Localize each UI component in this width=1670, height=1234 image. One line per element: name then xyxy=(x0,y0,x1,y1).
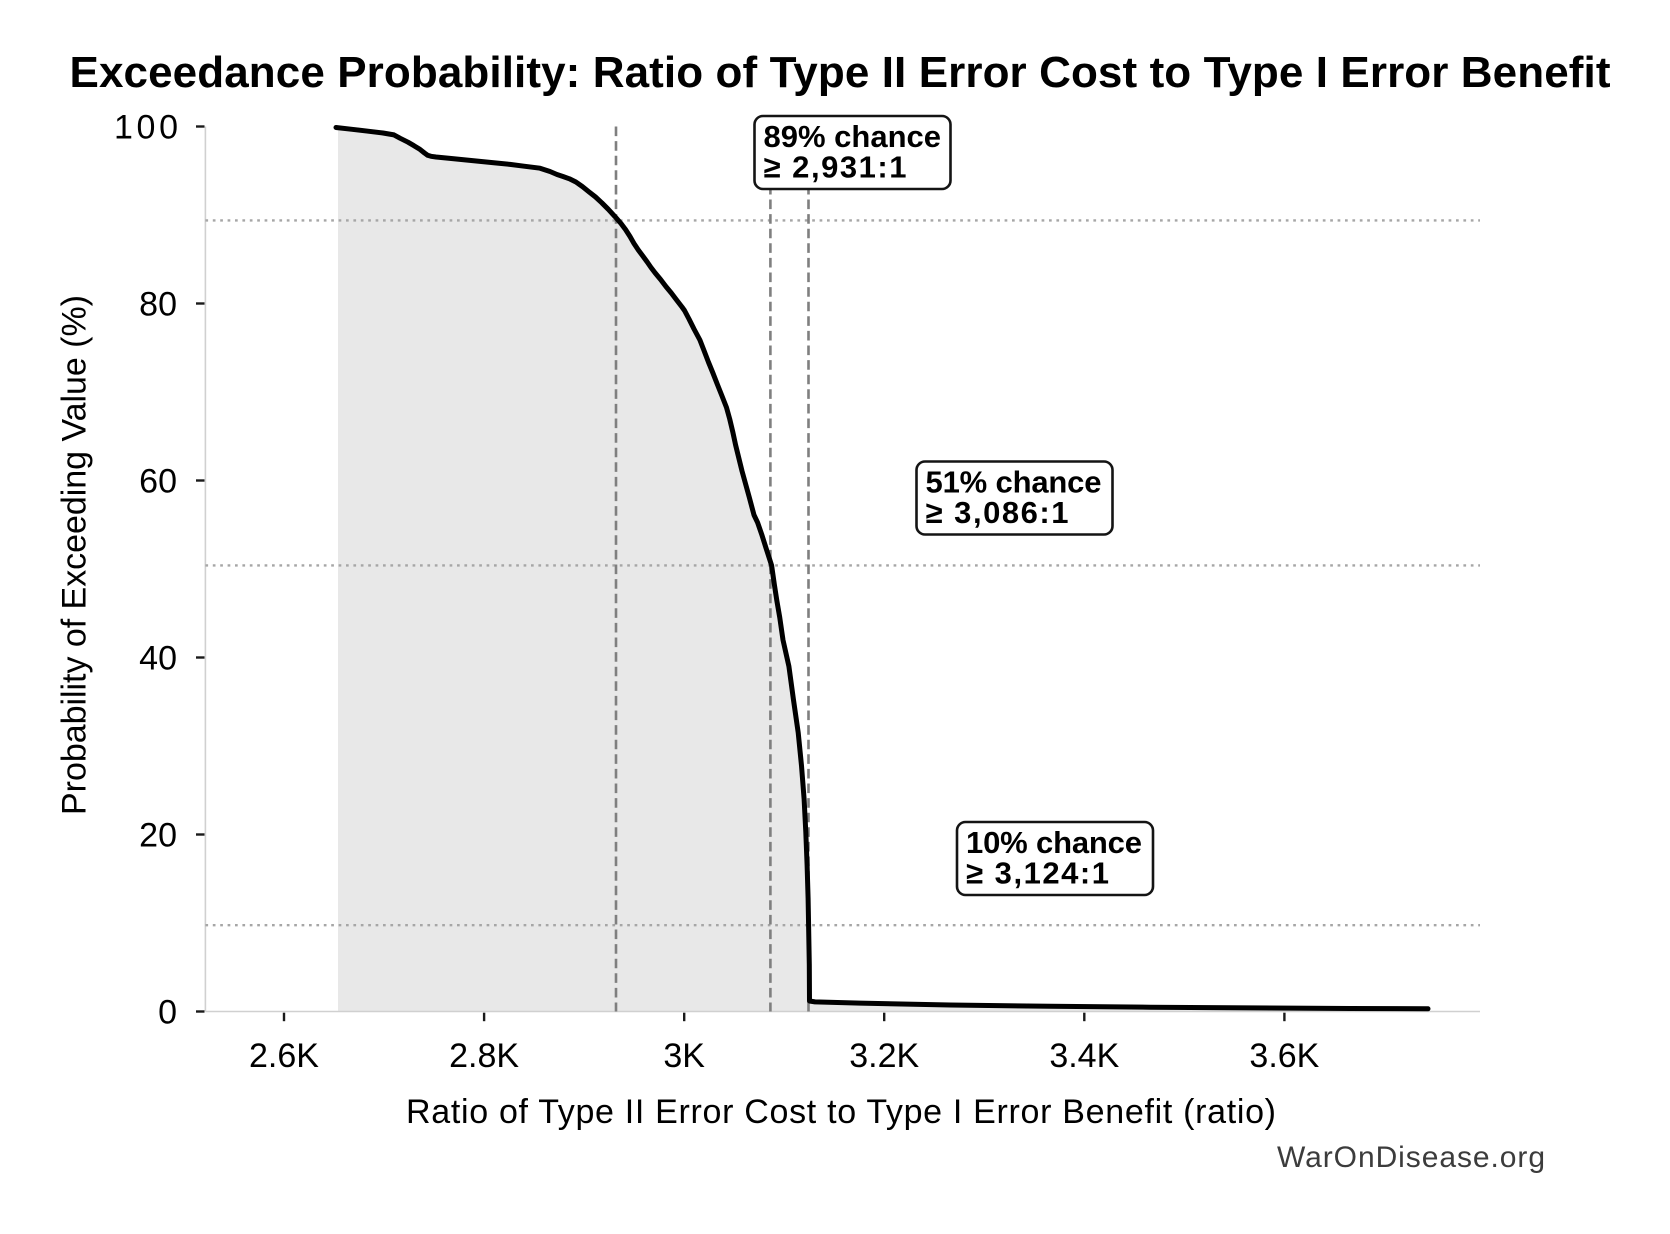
svg-text:≥ 3,124:1: ≥ 3,124:1 xyxy=(966,856,1109,891)
svg-text:10% chance: 10% chance xyxy=(966,825,1142,860)
svg-text:3.4K: 3.4K xyxy=(1049,1037,1119,1075)
svg-text:2.8K: 2.8K xyxy=(449,1037,519,1075)
svg-text:Ratio of Type II Error Cost to: Ratio of Type II Error Cost to Type I Er… xyxy=(406,1093,1276,1131)
svg-text:Exceedance Probability: Ratio: Exceedance Probability: Ratio of Type II… xyxy=(70,48,1611,97)
svg-text:0: 0 xyxy=(158,993,177,1031)
svg-text:3K: 3K xyxy=(663,1037,705,1075)
svg-text:3.2K: 3.2K xyxy=(849,1037,919,1075)
svg-text:3.6K: 3.6K xyxy=(1249,1037,1319,1075)
svg-text:≥ 3,086:1: ≥ 3,086:1 xyxy=(926,495,1069,530)
svg-text:100: 100 xyxy=(114,108,178,146)
svg-text:40: 40 xyxy=(139,639,177,677)
svg-text:2.6K: 2.6K xyxy=(249,1037,319,1075)
svg-text:60: 60 xyxy=(139,462,177,500)
svg-text:80: 80 xyxy=(139,285,177,323)
svg-text:51% chance: 51% chance xyxy=(926,465,1102,500)
svg-text:89% chance: 89% chance xyxy=(764,119,942,154)
svg-text:20: 20 xyxy=(139,816,177,854)
svg-text:Probability of Exceeding Value: Probability of Exceeding Value (%) xyxy=(56,295,94,815)
svg-text:WarOnDisease.org: WarOnDisease.org xyxy=(1277,1141,1545,1174)
svg-text:≥ 2,931:1: ≥ 2,931:1 xyxy=(764,150,907,185)
